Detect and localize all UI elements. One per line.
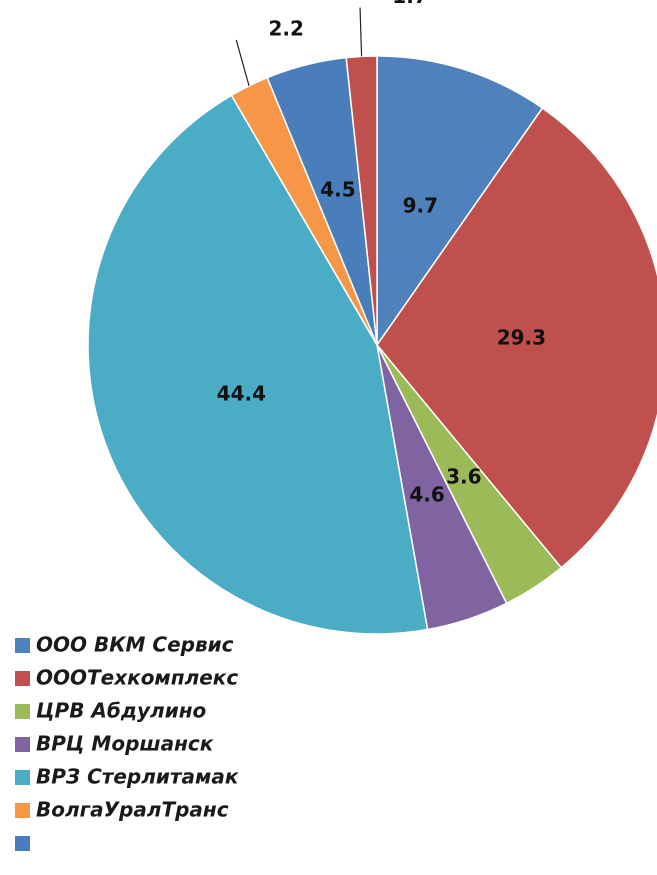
legend-swatch: [15, 737, 30, 752]
leader-line: [235, 39, 250, 87]
legend-label: ОООТехкомплекс: [36, 666, 238, 690]
leader-line: [359, 7, 363, 57]
value-label: 1.7: [392, 0, 427, 8]
value-label: 9.7: [403, 194, 438, 218]
legend-swatch: [15, 836, 30, 851]
legend-label: ВолгаУралТранс: [36, 798, 229, 822]
value-label: 4.6: [409, 482, 444, 506]
legend-label: ВРЦ Моршанск: [36, 732, 214, 756]
legend-swatch: [15, 671, 30, 686]
pie-slice: [345, 55, 378, 346]
value-label: 29.3: [497, 326, 546, 350]
value-label: 44.4: [217, 381, 266, 405]
legend-label: ЦРВ Абдулино: [36, 699, 207, 723]
legend-swatch: [15, 704, 30, 719]
legend-label: ВРЗ Стерлитамак: [36, 765, 239, 789]
value-label: 2.2: [269, 16, 304, 40]
legend-swatch: [15, 770, 30, 785]
legend-swatch: [15, 638, 30, 653]
pie-slice: [376, 106, 657, 569]
legend-swatch: [15, 803, 30, 818]
value-label: 3.6: [446, 465, 481, 489]
pie-slice: [376, 55, 544, 348]
pie-slice: [87, 94, 429, 635]
legend-label: ООО ВКМ Сервис: [36, 633, 234, 657]
value-label: 4.5: [320, 177, 355, 201]
